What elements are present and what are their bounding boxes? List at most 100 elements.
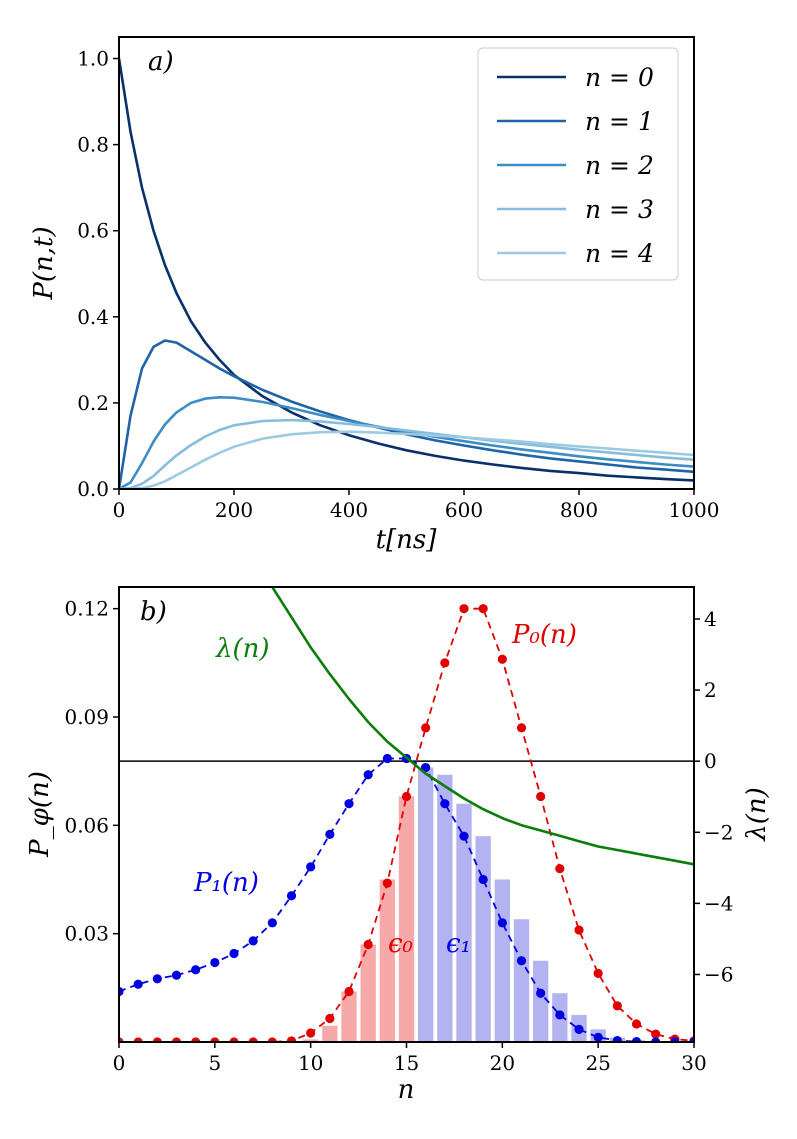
y-tick-label: 0.4 [77,305,109,329]
panel-a-label: a) [148,47,174,77]
lambda-curve [271,587,694,866]
histogram-bar [322,1025,338,1042]
x-tick-label: 15 [394,1051,419,1075]
y-tick-label: 1.0 [77,47,109,71]
series-point [612,1035,622,1042]
series-point [612,1001,622,1011]
panel-a-ticks: 0 200 400 600 800 1000 0.0 0.2 0.4 0.6 0.8 1.0 [77,47,719,522]
series-point [286,891,297,901]
y-tick-label: 0.09 [64,705,109,729]
series-point [171,1037,182,1042]
annotation-epsilon0: ϵ₀ [388,929,414,959]
series-point [363,939,373,950]
x-tick-label: 600 [445,498,483,522]
series-point [152,974,162,984]
series-point [440,799,450,809]
annotation-lambda: λ(n) [215,634,270,664]
panel-b-ylabel: P_φ(n) [25,771,55,858]
histogram-bar [533,960,549,1042]
legend-entries: n = 0 n = 1 n = 2 n = 3 n = 4 [497,63,654,268]
series-point [516,723,527,733]
series-line [119,58,694,482]
y-tick-label: 0.0 [77,477,109,501]
y-tick-label: 0.12 [64,597,109,621]
annotation-epsilon1: ϵ₁ [446,929,471,959]
series-point [631,1019,642,1029]
histogram-bar [303,1039,319,1042]
y-tick-label: 0.06 [64,813,109,837]
panel-b-bars [119,767,683,1042]
series-point [651,1037,661,1042]
series-line [119,418,694,489]
series-point [119,986,124,997]
series-point [459,604,469,614]
series-point [574,925,584,935]
series-point [191,1037,201,1042]
series-point [133,1037,143,1042]
series-point [440,658,450,668]
y-right-tick-label: −2 [704,820,733,844]
series-point [478,604,488,614]
series-point [651,1029,661,1039]
series-point [536,791,546,802]
y-right-tick-label: −6 [704,962,733,986]
series-point [593,968,603,978]
series-point [306,862,316,872]
series-point [555,864,565,874]
series-point [382,878,392,888]
x-tick-label: 5 [208,1051,221,1075]
series-point [191,965,201,975]
series-point [497,918,507,928]
panel-b-xlabel: n [398,1075,415,1105]
y-tick-label: 0.03 [64,922,109,946]
legend-frame [477,47,679,281]
series-line [119,339,694,489]
panel-b-lines [119,587,694,1042]
panel-a-xlabel: t[ns] [376,525,438,555]
y-tick-label: 0.2 [77,391,109,415]
series-point [325,829,335,839]
histogram-bar [513,919,530,1042]
series-point [363,770,373,780]
histogram-bar [418,767,434,1042]
series-point [382,753,392,764]
series-point [516,956,527,966]
histogram-bar [398,796,415,1042]
series-point [229,1037,239,1042]
panel-a: 0 200 400 600 800 1000 0.0 0.2 0.4 0.6 0.8 1.0 a) t… [29,36,719,555]
series-point [286,1036,297,1042]
series-point [574,1024,584,1034]
y-right-tick-label: 4 [704,607,717,631]
x-tick-label: 0 [113,1051,126,1075]
series-point [344,986,354,997]
series-point [248,936,258,946]
series-point [229,948,239,959]
y-tick-label: 0.8 [77,133,109,157]
panel-a-ylabel: P(n,t) [29,226,59,300]
legend-label: n = 4 [585,239,654,268]
panel-a-lines [119,58,694,489]
histogram-bar [341,991,357,1042]
panel-a-legend: n = 0 n = 1 n = 2 n = 3 n = 4 [477,47,679,281]
series-point [670,1037,680,1042]
series-line [119,430,694,489]
histogram-bar [456,803,472,1042]
series-point [421,723,431,733]
histogram-bar [437,774,453,1042]
x-tick-label: 800 [560,498,598,522]
annotation-p0: P₀(n) [511,620,577,650]
series-point [689,1037,694,1042]
series-point [248,1037,258,1042]
legend-label: n = 3 [585,195,654,224]
series-point [306,1028,316,1038]
series-point [171,970,182,980]
series-point [497,654,507,664]
x-tick-label: 25 [585,1051,610,1075]
y-tick-label: 0.6 [77,219,109,243]
series-point [459,831,469,841]
x-tick-label: 30 [681,1051,706,1075]
y-right-tick-label: 0 [704,749,717,773]
series-point [536,988,546,998]
series-point [555,1010,565,1020]
x-tick-label: 1000 [669,498,720,522]
